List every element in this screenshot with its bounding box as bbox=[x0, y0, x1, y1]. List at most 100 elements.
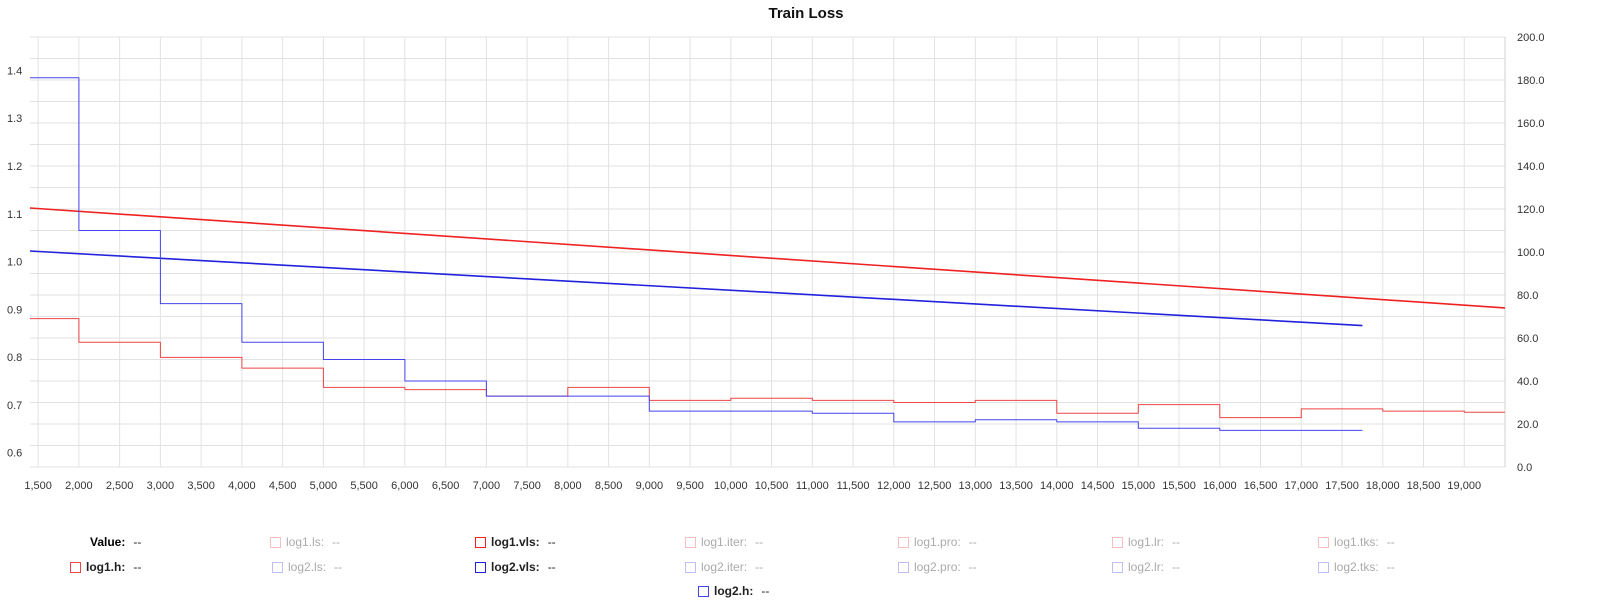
legend-value: -- bbox=[1386, 535, 1395, 549]
legend-label: log1.iter: bbox=[701, 535, 748, 549]
y-right-tick-label: 20.0 bbox=[1517, 419, 1538, 431]
x-tick-label: 10,000 bbox=[714, 480, 748, 492]
legend-item-log2-ls[interactable]: log2.ls: -- bbox=[272, 557, 342, 577]
x-tick-label: 16,500 bbox=[1244, 480, 1278, 492]
legend-label: log2.tks: bbox=[1334, 560, 1379, 574]
y-right-tick-label: 200.0 bbox=[1517, 32, 1545, 44]
x-tick-label: 15,000 bbox=[1121, 480, 1155, 492]
legend-swatch bbox=[475, 536, 486, 548]
legend-label: log1.vls: bbox=[491, 535, 540, 549]
legend-value: -- bbox=[547, 535, 556, 549]
y-left-tick-label: 0.6 bbox=[7, 448, 22, 460]
legend-label: log2.iter: bbox=[701, 560, 748, 574]
y-right-tick-label: 40.0 bbox=[1517, 376, 1538, 388]
axes: 1,500 2,000 2,500 3,000 3,500 4,000 4,500 5,000… bbox=[7, 32, 1545, 492]
legend-item-log1-ls[interactable]: log1.ls: -- bbox=[270, 532, 340, 552]
legend-value: -- bbox=[1386, 560, 1395, 574]
legend-value: -- bbox=[547, 560, 556, 574]
x-tick-label: 6,000 bbox=[391, 480, 419, 492]
series-line-log1-h bbox=[30, 318, 1505, 419]
legend-label: log1.tks: bbox=[1334, 535, 1379, 549]
legend-swatch bbox=[898, 536, 909, 548]
x-tick-label: 10,500 bbox=[755, 480, 789, 492]
x-tick-label: 15,500 bbox=[1162, 480, 1196, 492]
x-tick-label: 1,500 bbox=[24, 480, 52, 492]
legend-item-log1-h[interactable]: log1.h: -- bbox=[70, 557, 141, 577]
legend-swatch bbox=[698, 585, 709, 597]
legend-item-log2-pro[interactable]: log2.pro: -- bbox=[898, 557, 977, 577]
y-right-tick-label: 120.0 bbox=[1517, 204, 1545, 216]
x-tick-label: 16,000 bbox=[1203, 480, 1237, 492]
y-left-tick-label: 1.1 bbox=[7, 209, 22, 221]
series-layer bbox=[29, 77, 1506, 431]
legend-swatch bbox=[1112, 536, 1123, 548]
legend-swatch bbox=[475, 561, 486, 573]
y-left-tick-label: 1.2 bbox=[7, 161, 22, 173]
x-tick-label: 18,000 bbox=[1366, 480, 1400, 492]
series-line-log2-h bbox=[30, 77, 1363, 431]
x-tick-label: 7,000 bbox=[473, 480, 501, 492]
legend-item-log1-iter[interactable]: log1.iter: -- bbox=[685, 532, 763, 552]
legend-label: log2.vls: bbox=[491, 560, 540, 574]
x-tick-label: 3,000 bbox=[147, 480, 175, 492]
x-tick-label: 19,000 bbox=[1447, 480, 1481, 492]
x-tick-label: 4,000 bbox=[228, 480, 256, 492]
chart-area: Train Loss 1,500 2,000 2,500 3,000 3,500 4,00… bbox=[7, 5, 1545, 492]
y-left-tick-label: 1.3 bbox=[7, 113, 22, 125]
y-right-tick-label: 100.0 bbox=[1517, 247, 1545, 259]
x-tick-label: 9,500 bbox=[676, 480, 704, 492]
legend-value-label: Value: bbox=[90, 535, 126, 549]
legend-label: log2.ls: bbox=[288, 560, 327, 574]
x-tick-label: 14,000 bbox=[1040, 480, 1074, 492]
legend-value: -- bbox=[1172, 560, 1181, 574]
legend-item-log1-tks[interactable]: log1.tks: -- bbox=[1318, 532, 1395, 552]
x-tick-label: 5,000 bbox=[310, 480, 338, 492]
legend-item-log1-vls[interactable]: log1.vls: -- bbox=[475, 532, 556, 552]
train-loss-chart: Train Loss 1,500 2,000 2,500 3,000 3,500 4,00… bbox=[7, 5, 1545, 492]
x-tick-label: 13,500 bbox=[999, 480, 1033, 492]
grid bbox=[30, 36, 1506, 468]
x-tick-label: 11,000 bbox=[796, 480, 829, 492]
legend-value: -- bbox=[761, 584, 770, 598]
legend-item-log2-tks[interactable]: log2.tks: -- bbox=[1318, 557, 1395, 577]
legend-swatch bbox=[685, 561, 696, 573]
x-tick-label: 2,500 bbox=[106, 480, 134, 492]
legend-item-log2-lr[interactable]: log2.lr: -- bbox=[1112, 557, 1180, 577]
legend-label: log1.pro: bbox=[914, 535, 961, 549]
legend-item-log2-h[interactable]: log2.h: -- bbox=[698, 581, 769, 601]
legend-item-log1-lr[interactable]: log1.lr: -- bbox=[1112, 532, 1180, 552]
x-tick-label: 5,500 bbox=[350, 480, 378, 492]
x-tick-label: 12,500 bbox=[918, 480, 952, 492]
x-tick-label: 9,000 bbox=[636, 480, 664, 492]
legend-label: log2.pro: bbox=[914, 560, 961, 574]
x-tick-label: 7,500 bbox=[513, 480, 541, 492]
y-left-tick-label: 0.7 bbox=[7, 400, 22, 412]
legend-swatch bbox=[1318, 536, 1329, 548]
x-tick-label: 8,000 bbox=[554, 480, 582, 492]
x-tick-label: 3,500 bbox=[187, 480, 215, 492]
x-tick-label: 12,000 bbox=[877, 480, 911, 492]
y-right-tick-label: 0.0 bbox=[1517, 462, 1532, 474]
legend-value: -- bbox=[133, 560, 142, 574]
legend-value-text: -- bbox=[133, 535, 142, 549]
legend-item-log2-vls[interactable]: log2.vls: -- bbox=[475, 557, 556, 577]
x-tick-label: 11,500 bbox=[837, 480, 870, 492]
x-tick-label: 17,500 bbox=[1325, 480, 1359, 492]
legend-item-log2-iter[interactable]: log2.iter: -- bbox=[685, 557, 763, 577]
y-left-tick-label: 0.8 bbox=[7, 352, 22, 364]
legend-label: log1.ls: bbox=[286, 535, 325, 549]
legend-value: -- bbox=[755, 535, 764, 549]
legend-value: -- bbox=[968, 560, 977, 574]
legend-swatch bbox=[898, 561, 909, 573]
legend-value: -- bbox=[755, 560, 764, 574]
legend-label: log2.lr: bbox=[1128, 560, 1165, 574]
legend-label: log2.h: bbox=[714, 584, 754, 598]
y-left-tick-label: 0.9 bbox=[7, 304, 22, 316]
legend-swatch bbox=[270, 536, 281, 548]
y-left-tick-label: 1.0 bbox=[7, 257, 22, 269]
legend-label: log1.lr: bbox=[1128, 535, 1165, 549]
x-tick-label: 14,500 bbox=[1081, 480, 1115, 492]
x-tick-label: 2,000 bbox=[65, 480, 93, 492]
series-line-log2-vls bbox=[29, 250, 1363, 327]
legend-item-log1-pro[interactable]: log1.pro: -- bbox=[898, 532, 977, 552]
